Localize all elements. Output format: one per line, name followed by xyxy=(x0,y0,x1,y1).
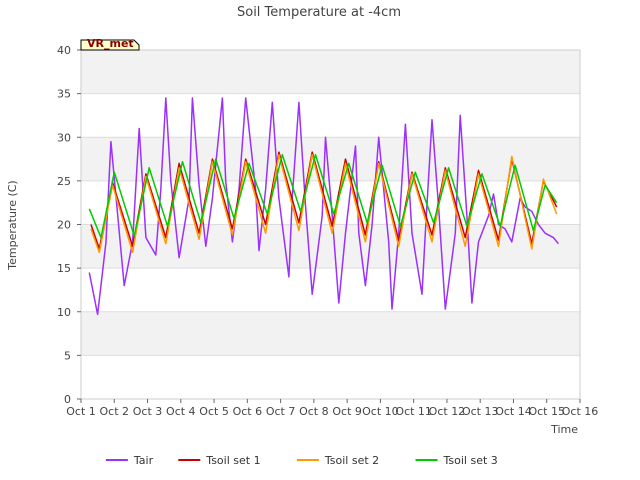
x-tick-label: Oct 15 xyxy=(528,405,565,418)
legend-label-tsoil-set-1: Tsoil set 1 xyxy=(205,454,260,467)
x-tick-label: Oct 8 xyxy=(299,405,329,418)
background-band xyxy=(81,50,580,94)
y-tick-label: 5 xyxy=(64,349,71,362)
x-tick-label: Oct 6 xyxy=(233,405,263,418)
x-tick-label: Oct 13 xyxy=(462,405,499,418)
x-tick-label: Oct 11 xyxy=(395,405,432,418)
y-tick-label: 0 xyxy=(64,393,71,406)
x-tick-label: Oct 10 xyxy=(362,405,399,418)
y-tick-label: 20 xyxy=(57,219,71,232)
y-tick-label: 25 xyxy=(57,175,71,188)
series-lines xyxy=(88,97,559,316)
station-badge: VR_met xyxy=(80,37,140,51)
x-tick-label: Oct 2 xyxy=(100,405,130,418)
x-tick-label: Oct 4 xyxy=(166,405,196,418)
x-tick-label: Oct 16 xyxy=(562,405,599,418)
series-line-tsoil-set-2 xyxy=(90,153,558,254)
x-tick-label: Oct 9 xyxy=(332,405,362,418)
y-tick-label: 35 xyxy=(57,88,71,101)
series-line-tsoil-set-3 xyxy=(88,153,558,239)
badge-shape xyxy=(80,39,140,51)
chart-title: Soil Temperature at -4cm xyxy=(237,5,401,20)
x-tick-label: Oct 5 xyxy=(199,405,229,418)
background-band xyxy=(81,137,580,181)
y-tick-label: 15 xyxy=(57,262,71,275)
badge-label: VR_met xyxy=(87,37,134,50)
y-tick-label: 40 xyxy=(57,44,71,57)
legend-label-tair: Tair xyxy=(133,454,154,467)
series-line-tsoil-set-1 xyxy=(90,151,558,250)
x-axis-label: Time xyxy=(550,423,578,436)
x-tick-label: Oct 7 xyxy=(266,405,296,418)
y-tick-label: 10 xyxy=(57,306,71,319)
legend-label-tsoil-set-2: Tsoil set 2 xyxy=(324,454,379,467)
legend-label-tsoil-set-3: Tsoil set 3 xyxy=(443,454,498,467)
legend: Tair Tsoil set 1 Tsoil set 2 Tsoil set 3 xyxy=(105,454,498,467)
x-tick-label: Oct 12 xyxy=(429,405,466,418)
series-line-tair xyxy=(88,97,559,316)
x-tick-label: Oct 1 xyxy=(66,405,96,418)
y-axis-ticks: 0 5 10 15 20 25 30 35 40 xyxy=(57,44,81,406)
x-tick-label: Oct 14 xyxy=(495,405,532,418)
background-band xyxy=(81,355,580,399)
x-tick-label: Oct 3 xyxy=(133,405,163,418)
x-axis-ticks: Oct 1 Oct 2 Oct 3 Oct 4 Oct 5 Oct 6 Oct 7 Oct 8… xyxy=(66,399,598,418)
y-tick-label: 30 xyxy=(57,131,71,144)
background-band xyxy=(81,311,580,356)
y-axis-label: Temperature (C) xyxy=(6,180,19,270)
background-band xyxy=(81,268,580,312)
background-band xyxy=(81,93,580,138)
